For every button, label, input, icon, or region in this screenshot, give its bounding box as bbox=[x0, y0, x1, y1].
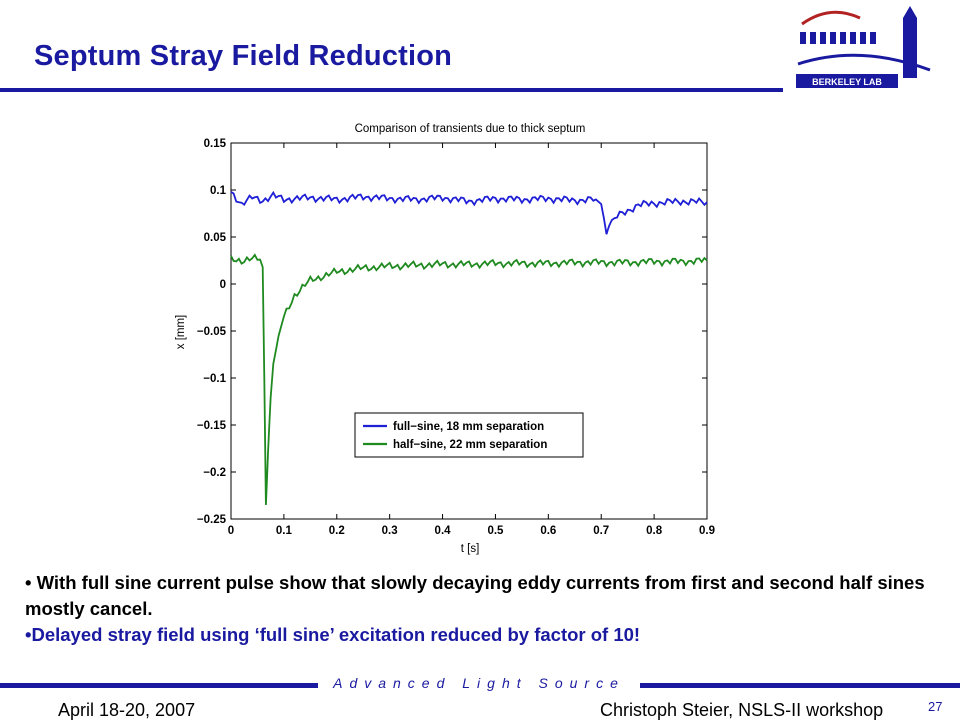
logo-arc bbox=[801, 10, 861, 26]
x-tick-label: 0.8 bbox=[646, 525, 663, 537]
y-axis-label: x [mm] bbox=[175, 315, 187, 350]
y-tick-label: −0.2 bbox=[203, 467, 226, 479]
x-tick-label: 0.4 bbox=[435, 525, 452, 537]
legend-label: half−sine, 22 mm separation bbox=[393, 439, 547, 451]
footer-als-label: Advanced Light Source bbox=[333, 675, 625, 691]
x-tick-label: 0.2 bbox=[329, 525, 345, 537]
x-tick-label: 0 bbox=[228, 525, 234, 537]
logo-swoosh bbox=[797, 53, 931, 72]
footer-author: Christoph Steier, NSLS-II workshop bbox=[600, 700, 884, 720]
logo-flags bbox=[800, 32, 876, 44]
bullet-eddy-currents: • With full sine current pulse show that… bbox=[25, 572, 925, 619]
x-tick-label: 0.1 bbox=[276, 525, 293, 537]
title-underline bbox=[0, 88, 783, 92]
footer-rule-left bbox=[0, 683, 318, 688]
y-tick-label: 0 bbox=[220, 279, 226, 291]
y-tick-label: −0.15 bbox=[197, 420, 227, 432]
x-tick-label: 0.7 bbox=[593, 525, 609, 537]
footer-date: April 18-20, 2007 bbox=[58, 700, 196, 720]
x-tick-label: 0.9 bbox=[699, 525, 715, 537]
page-number: 27 bbox=[928, 699, 943, 714]
bullet-list: • With full sine current pulse show that… bbox=[25, 570, 925, 648]
legend-box bbox=[354, 412, 584, 458]
x-axis-label: t [s] bbox=[461, 543, 480, 555]
x-tick-label: 0.6 bbox=[540, 525, 556, 537]
y-tick-label: 0.15 bbox=[204, 138, 227, 150]
x-tick-label: 0.5 bbox=[487, 525, 504, 537]
series-line-full-sine bbox=[230, 190, 708, 235]
footer-rule-right bbox=[640, 683, 960, 688]
series-line-half-sine bbox=[230, 253, 708, 505]
legend-label: full−sine, 18 mm separation bbox=[393, 421, 544, 433]
plot-frame bbox=[230, 142, 708, 520]
transients-chart: Comparison of transients due to thick se… bbox=[175, 123, 715, 555]
y-tick-label: −0.1 bbox=[203, 373, 226, 385]
x-tick-label: 0.3 bbox=[382, 525, 398, 537]
y-tick-label: −0.05 bbox=[197, 326, 227, 338]
y-tick-label: 0.1 bbox=[210, 185, 227, 197]
berkeley-lab-logo: BERKELEY LAB bbox=[796, 6, 931, 88]
chart-title: Comparison of transients due to thick se… bbox=[355, 123, 586, 135]
campanile-icon bbox=[903, 6, 917, 78]
y-tick-label: 0.05 bbox=[204, 232, 227, 244]
y-tick-label: −0.25 bbox=[197, 514, 227, 526]
bullet-stray-field: •Delayed stray field using ‘full sine’ e… bbox=[25, 624, 641, 645]
logo-text: BERKELEY LAB bbox=[812, 77, 882, 87]
slide-title: Septum Stray Field Reduction bbox=[34, 40, 453, 72]
